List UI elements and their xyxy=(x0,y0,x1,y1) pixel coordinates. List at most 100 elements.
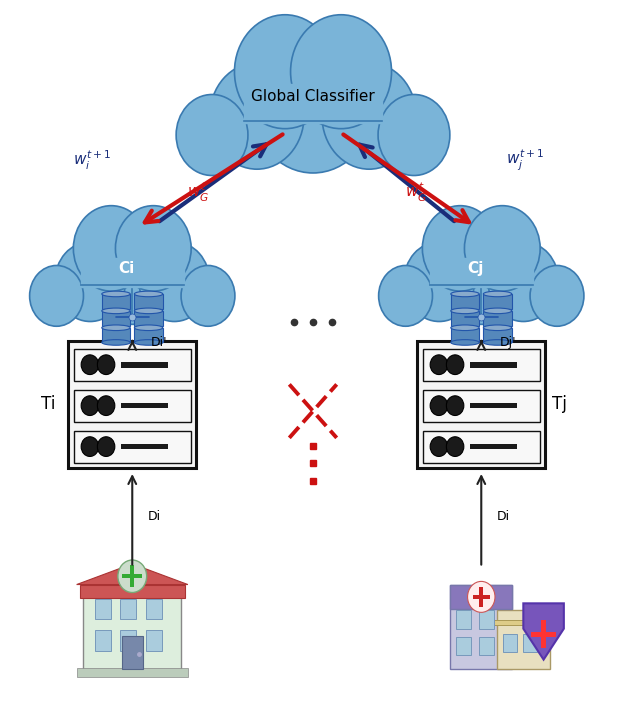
Text: Tj: Tj xyxy=(552,395,567,413)
Circle shape xyxy=(530,265,584,326)
Bar xyxy=(135,328,163,342)
Text: Cj: Cj xyxy=(467,261,483,276)
Circle shape xyxy=(430,396,448,416)
Bar xyxy=(470,362,517,368)
FancyBboxPatch shape xyxy=(120,599,136,619)
FancyBboxPatch shape xyxy=(479,637,494,655)
Bar xyxy=(81,258,183,287)
Ellipse shape xyxy=(451,291,479,297)
FancyBboxPatch shape xyxy=(83,585,182,669)
FancyBboxPatch shape xyxy=(497,610,550,669)
Text: Ti: Ti xyxy=(41,395,55,413)
Bar xyxy=(121,362,168,368)
Circle shape xyxy=(29,265,83,326)
Ellipse shape xyxy=(135,291,163,297)
Text: Di': Di' xyxy=(151,336,168,349)
Ellipse shape xyxy=(483,308,512,313)
FancyBboxPatch shape xyxy=(503,634,517,652)
Bar xyxy=(473,594,490,599)
Bar xyxy=(130,566,134,587)
Circle shape xyxy=(290,15,391,128)
Ellipse shape xyxy=(451,325,479,330)
Circle shape xyxy=(468,582,495,612)
Text: Di: Di xyxy=(497,510,510,523)
Bar xyxy=(102,294,130,309)
Circle shape xyxy=(139,241,210,321)
FancyBboxPatch shape xyxy=(146,630,162,651)
Bar xyxy=(451,294,479,309)
Text: $w_i^{t+1}$: $w_i^{t+1}$ xyxy=(73,149,111,172)
Bar xyxy=(541,621,546,648)
Bar xyxy=(451,328,479,342)
Bar xyxy=(450,585,513,609)
Ellipse shape xyxy=(135,325,163,330)
Ellipse shape xyxy=(483,325,512,330)
Ellipse shape xyxy=(135,340,163,345)
FancyBboxPatch shape xyxy=(423,349,540,381)
FancyBboxPatch shape xyxy=(456,611,471,628)
Ellipse shape xyxy=(483,340,512,345)
Circle shape xyxy=(446,437,464,457)
Circle shape xyxy=(210,63,304,169)
Text: Di: Di xyxy=(148,510,161,523)
Circle shape xyxy=(464,205,540,291)
Bar xyxy=(135,294,163,309)
FancyBboxPatch shape xyxy=(450,585,513,669)
Circle shape xyxy=(86,220,178,324)
Bar xyxy=(244,84,382,123)
Polygon shape xyxy=(523,604,564,659)
Bar xyxy=(483,294,512,309)
Bar xyxy=(102,311,130,325)
Circle shape xyxy=(55,241,126,321)
FancyBboxPatch shape xyxy=(74,349,191,381)
Circle shape xyxy=(81,437,99,457)
Polygon shape xyxy=(76,564,188,585)
Circle shape xyxy=(446,396,464,416)
Text: Global Classifier: Global Classifier xyxy=(251,89,375,104)
FancyBboxPatch shape xyxy=(423,390,540,422)
FancyBboxPatch shape xyxy=(74,390,191,422)
Bar xyxy=(480,587,483,606)
Circle shape xyxy=(176,95,248,176)
Bar xyxy=(470,403,517,409)
Circle shape xyxy=(430,355,448,375)
FancyBboxPatch shape xyxy=(95,630,111,651)
Bar xyxy=(470,444,517,450)
Ellipse shape xyxy=(451,308,479,313)
Text: $w_j^{t+1}$: $w_j^{t+1}$ xyxy=(506,148,544,173)
Ellipse shape xyxy=(102,308,130,313)
Circle shape xyxy=(446,355,464,375)
FancyBboxPatch shape xyxy=(523,634,536,652)
Circle shape xyxy=(251,34,375,173)
Circle shape xyxy=(181,265,235,326)
Ellipse shape xyxy=(102,325,130,330)
Circle shape xyxy=(118,560,146,592)
Bar xyxy=(494,620,553,625)
Circle shape xyxy=(81,355,99,375)
Ellipse shape xyxy=(102,291,130,297)
Circle shape xyxy=(73,205,149,291)
Circle shape xyxy=(435,220,528,324)
Bar xyxy=(451,311,479,325)
Circle shape xyxy=(115,205,191,291)
FancyBboxPatch shape xyxy=(68,340,197,467)
Circle shape xyxy=(98,437,115,457)
Ellipse shape xyxy=(483,291,512,297)
Ellipse shape xyxy=(135,308,163,313)
FancyBboxPatch shape xyxy=(122,636,143,669)
Text: $w_G^t$: $w_G^t$ xyxy=(187,180,209,203)
Bar xyxy=(121,403,168,409)
FancyBboxPatch shape xyxy=(146,599,162,619)
Circle shape xyxy=(378,95,450,176)
Text: $w_G^t$: $w_G^t$ xyxy=(405,180,427,203)
FancyBboxPatch shape xyxy=(479,611,494,628)
Circle shape xyxy=(81,396,99,416)
Circle shape xyxy=(423,205,498,291)
FancyBboxPatch shape xyxy=(120,630,136,651)
Circle shape xyxy=(98,355,115,375)
Bar xyxy=(102,328,130,342)
Bar xyxy=(430,258,533,287)
Circle shape xyxy=(235,15,336,128)
FancyBboxPatch shape xyxy=(417,340,545,467)
Text: Ci: Ci xyxy=(118,261,134,276)
